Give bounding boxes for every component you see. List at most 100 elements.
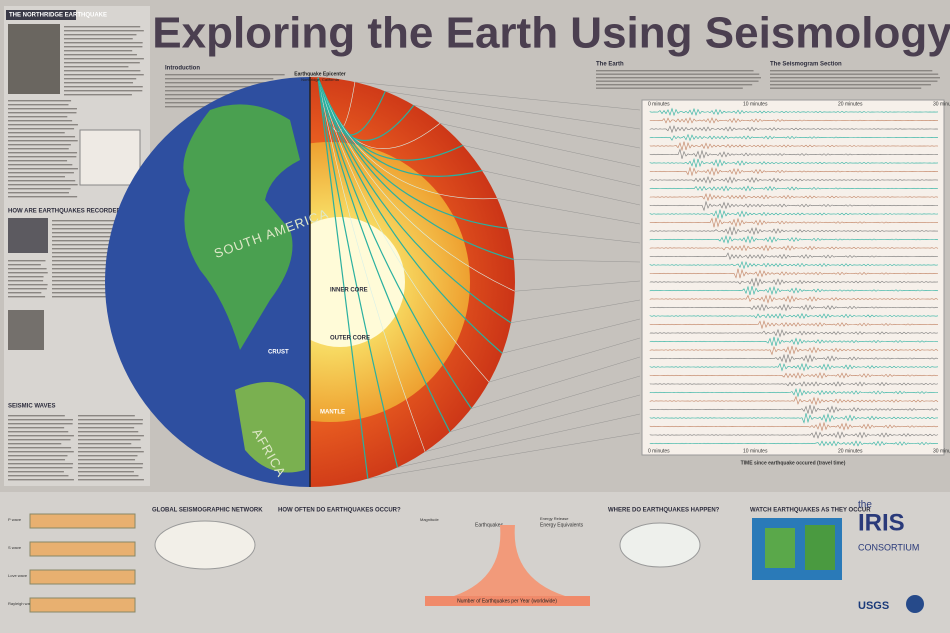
layer-label: MANTLE — [320, 410, 345, 416]
logo: USGS — [858, 600, 889, 612]
land — [765, 528, 795, 568]
seismogram-panel — [641, 99, 945, 456]
text-line — [770, 77, 940, 79]
land — [805, 525, 835, 570]
header-bar — [6, 10, 76, 20]
text-line — [78, 447, 142, 449]
text-line — [52, 284, 144, 286]
trace — [649, 107, 939, 117]
text-line — [8, 447, 72, 449]
text-line — [64, 46, 143, 48]
trace — [649, 294, 939, 304]
label: Earthquake Epicenter — [294, 71, 345, 77]
text-line — [8, 136, 76, 138]
trace — [649, 226, 939, 236]
text-line — [8, 415, 65, 417]
leader — [397, 413, 641, 468]
minute-label: 20 minutes — [838, 448, 863, 454]
axis-title: TIME since earthquake occured (travel ti… — [741, 460, 846, 466]
text-line — [52, 240, 143, 242]
text-line — [8, 184, 78, 186]
trace — [649, 277, 939, 288]
text-line — [8, 180, 76, 182]
text-line — [8, 140, 78, 142]
text-line — [8, 272, 48, 274]
text-line — [8, 419, 73, 421]
logo: CONSORTIUM — [858, 542, 919, 552]
photo — [8, 218, 48, 253]
text-line — [52, 288, 142, 290]
text-line — [165, 90, 283, 92]
leader — [510, 299, 641, 323]
logo: IRIS — [858, 509, 905, 536]
trace — [649, 175, 939, 184]
text-line — [165, 74, 285, 76]
text-line — [78, 419, 143, 421]
trace — [649, 440, 939, 447]
text-line — [8, 451, 74, 453]
leader — [462, 145, 641, 187]
continent — [235, 382, 305, 473]
text-line — [52, 292, 129, 294]
text-line — [64, 66, 129, 68]
section-title: GLOBAL SEISMOGRAPHIC NETWORK — [152, 508, 263, 514]
text-line — [78, 479, 144, 481]
leader — [354, 81, 641, 111]
text-line — [8, 431, 69, 433]
trace — [649, 312, 939, 319]
label: Number of Earthquakes per Year (worldwid… — [457, 598, 557, 604]
text-line — [78, 455, 138, 457]
seismograms — [649, 107, 939, 447]
label: Magnitude — [420, 517, 439, 522]
trace — [649, 235, 939, 244]
text-line — [52, 268, 141, 270]
text-line — [770, 87, 922, 89]
ray — [317, 77, 399, 468]
text-line — [78, 471, 134, 473]
text-line — [64, 74, 144, 76]
leader — [513, 259, 641, 263]
bar — [425, 596, 590, 606]
trace — [649, 395, 939, 406]
text-line — [78, 427, 135, 429]
leader — [413, 105, 641, 149]
text-line — [596, 80, 759, 82]
trace — [649, 133, 939, 142]
body-text — [596, 70, 940, 89]
leader — [497, 198, 641, 225]
section-title: Introduction — [165, 66, 200, 72]
trace — [649, 166, 939, 177]
text-line — [8, 160, 68, 162]
wave-block — [29, 597, 136, 613]
trace — [649, 193, 939, 202]
wave-block — [29, 541, 136, 557]
text-line — [64, 82, 134, 84]
trace — [649, 244, 939, 252]
text-line — [78, 423, 143, 425]
text-line — [8, 164, 73, 166]
text-line — [64, 90, 143, 92]
text-line — [8, 427, 65, 429]
trace — [649, 404, 939, 414]
trace — [649, 116, 939, 124]
ray — [317, 77, 515, 292]
pyramid — [440, 525, 580, 600]
minute-label: 0 minutes — [648, 101, 670, 107]
text-line — [8, 268, 47, 270]
section-title: THE NORTHRIDGE EARTHQUAKE — [9, 13, 107, 19]
text-line — [165, 86, 284, 88]
text-line — [8, 156, 77, 158]
minute-label: 20 minutes — [838, 101, 863, 107]
text-line — [165, 78, 274, 80]
text-line — [52, 264, 128, 266]
text-line — [596, 73, 760, 75]
section-title: HOW OFTEN DO EARTHQUAKES OCCUR? — [278, 508, 401, 514]
text-line — [64, 54, 137, 56]
trace — [649, 421, 939, 432]
text-line — [8, 280, 44, 282]
title: Exploring the Earth Using Seismology — [152, 9, 950, 58]
text-line — [770, 73, 939, 75]
text-line — [8, 288, 47, 290]
text-line — [8, 104, 69, 106]
